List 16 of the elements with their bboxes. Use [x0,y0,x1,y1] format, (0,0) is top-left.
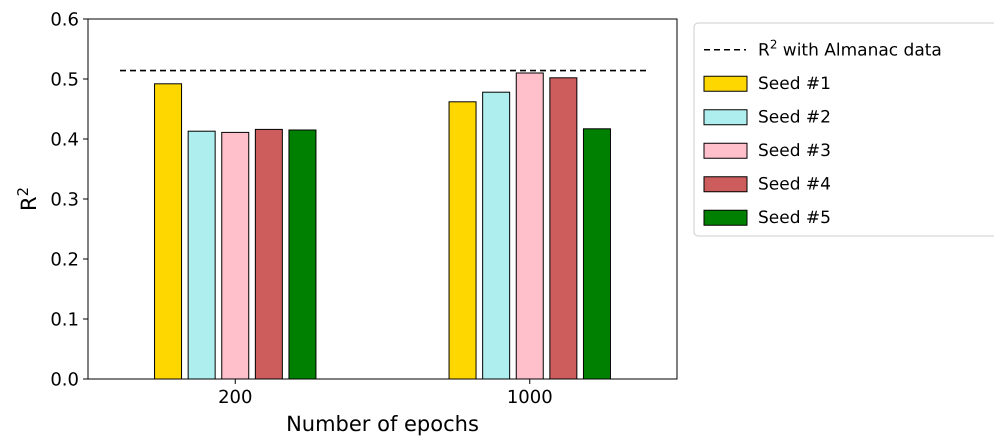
x-axis-title: Number of epochs [286,412,479,436]
x-tick-label: 200 [218,387,252,408]
legend-label: Seed #1 [758,74,831,94]
x-tick-label: 1000 [506,387,553,408]
y-tick-label: 0.6 [50,9,79,30]
legend-label: Seed #2 [758,108,831,128]
y-tick-label: 0.3 [50,189,79,210]
y-tick-label: 0.5 [50,69,79,90]
legend-label: Seed #5 [758,208,831,228]
y-tick-label: 0.2 [50,249,79,270]
legend-label: Seed #3 [758,141,831,162]
y-tick-label: 0.4 [50,129,79,150]
legend-label: R$^{2}$ with Almanac data [758,38,942,61]
y-tick-label: 0.1 [50,309,79,330]
y-tick-label: 0.0 [50,369,79,390]
legend-label: Seed #4 [758,174,831,195]
